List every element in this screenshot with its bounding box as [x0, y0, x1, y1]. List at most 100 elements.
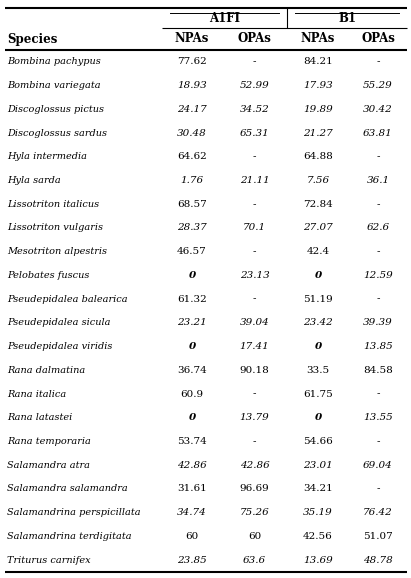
Text: Salamandrina perspicillata: Salamandrina perspicillata: [7, 508, 141, 517]
Text: 34.21: 34.21: [303, 484, 333, 494]
Text: 61.32: 61.32: [177, 295, 207, 303]
Text: Hyla sarda: Hyla sarda: [7, 176, 61, 185]
Text: -: -: [253, 200, 256, 209]
Text: 54.66: 54.66: [303, 437, 333, 446]
Text: Pelobates fuscus: Pelobates fuscus: [7, 271, 89, 280]
Text: Species: Species: [7, 32, 58, 46]
Text: 23.42: 23.42: [303, 318, 333, 327]
Text: 51.19: 51.19: [303, 295, 333, 303]
Text: 36.1: 36.1: [367, 176, 390, 185]
Text: NPAs: NPAs: [301, 32, 335, 46]
Text: 69.04: 69.04: [363, 461, 393, 470]
Text: 28.37: 28.37: [177, 224, 207, 232]
Text: Salamandrina terdigitata: Salamandrina terdigitata: [7, 532, 132, 541]
Text: Rana latastei: Rana latastei: [7, 413, 72, 423]
Text: 18.93: 18.93: [177, 81, 207, 90]
Text: -: -: [376, 247, 380, 256]
Text: 0: 0: [314, 342, 322, 351]
Text: -: -: [253, 437, 256, 446]
Text: 42.4: 42.4: [307, 247, 330, 256]
Text: Pseudepidalea sicula: Pseudepidalea sicula: [7, 318, 111, 327]
Text: Rana dalmatina: Rana dalmatina: [7, 366, 85, 375]
Text: 17.41: 17.41: [240, 342, 269, 351]
Text: 33.5: 33.5: [307, 366, 330, 375]
Text: 60.9: 60.9: [180, 390, 203, 399]
Text: 60: 60: [185, 532, 199, 541]
Text: Lissotriton vulgaris: Lissotriton vulgaris: [7, 224, 103, 232]
Text: 17.93: 17.93: [303, 81, 333, 90]
Text: 0: 0: [314, 413, 322, 423]
Text: 23.01: 23.01: [303, 461, 333, 470]
Text: 63.6: 63.6: [243, 555, 266, 565]
Text: Pseudepidalea balearica: Pseudepidalea balearica: [7, 295, 128, 303]
Text: 19.89: 19.89: [303, 105, 333, 114]
Text: Lissotriton italicus: Lissotriton italicus: [7, 200, 99, 209]
Text: 1.76: 1.76: [180, 176, 203, 185]
Text: 0: 0: [188, 342, 196, 351]
Text: 76.42: 76.42: [363, 508, 393, 517]
Text: 27.07: 27.07: [303, 224, 333, 232]
Text: 13.85: 13.85: [363, 342, 393, 351]
Text: 55.29: 55.29: [363, 81, 393, 90]
Text: Discoglossus sardus: Discoglossus sardus: [7, 128, 107, 138]
Text: 42.86: 42.86: [240, 461, 269, 470]
Text: 0: 0: [188, 413, 196, 423]
Text: 61.75: 61.75: [303, 390, 333, 399]
Text: -: -: [376, 152, 380, 161]
Text: 30.42: 30.42: [363, 105, 393, 114]
Text: 23.85: 23.85: [177, 555, 207, 565]
Text: 52.99: 52.99: [240, 81, 269, 90]
Text: -: -: [253, 390, 256, 399]
Text: 12.59: 12.59: [363, 271, 393, 280]
Text: 34.52: 34.52: [240, 105, 269, 114]
Text: Hyla intermedia: Hyla intermedia: [7, 152, 87, 161]
Text: 51.07: 51.07: [363, 532, 393, 541]
Text: 30.48: 30.48: [177, 128, 207, 138]
Text: -: -: [253, 247, 256, 256]
Text: Rana temporaria: Rana temporaria: [7, 437, 91, 446]
Text: -: -: [376, 484, 380, 494]
Text: 0: 0: [314, 271, 322, 280]
Text: 7.56: 7.56: [307, 176, 330, 185]
Text: B1: B1: [338, 12, 356, 24]
Text: 42.56: 42.56: [303, 532, 333, 541]
Text: Mesotriton alpestris: Mesotriton alpestris: [7, 247, 107, 256]
Text: 68.57: 68.57: [177, 200, 207, 209]
Text: Bombina pachypus: Bombina pachypus: [7, 57, 101, 66]
Text: 13.55: 13.55: [363, 413, 393, 423]
Text: 39.04: 39.04: [240, 318, 269, 327]
Text: 65.31: 65.31: [240, 128, 269, 138]
Text: 70.1: 70.1: [243, 224, 266, 232]
Text: 13.79: 13.79: [240, 413, 269, 423]
Text: -: -: [376, 57, 380, 66]
Text: 21.11: 21.11: [240, 176, 269, 185]
Text: 36.74: 36.74: [177, 366, 207, 375]
Text: 90.18: 90.18: [240, 366, 269, 375]
Text: Pseudepidalea viridis: Pseudepidalea viridis: [7, 342, 112, 351]
Text: 23.21: 23.21: [177, 318, 207, 327]
Text: 46.57: 46.57: [177, 247, 207, 256]
Text: Triturus carnifex: Triturus carnifex: [7, 555, 90, 565]
Text: OPAs: OPAs: [238, 32, 271, 46]
Text: 21.27: 21.27: [303, 128, 333, 138]
Text: -: -: [376, 437, 380, 446]
Text: Discoglossus pictus: Discoglossus pictus: [7, 105, 104, 114]
Text: OPAs: OPAs: [361, 32, 395, 46]
Text: 35.19: 35.19: [303, 508, 333, 517]
Text: 42.86: 42.86: [177, 461, 207, 470]
Text: 75.26: 75.26: [240, 508, 269, 517]
Text: -: -: [253, 152, 256, 161]
Text: -: -: [253, 57, 256, 66]
Text: 63.81: 63.81: [363, 128, 393, 138]
Text: 64.62: 64.62: [177, 152, 207, 161]
Text: Salamandra atra: Salamandra atra: [7, 461, 90, 470]
Text: 23.13: 23.13: [240, 271, 269, 280]
Text: Salamandra salamandra: Salamandra salamandra: [7, 484, 128, 494]
Text: -: -: [376, 295, 380, 303]
Text: 96.69: 96.69: [240, 484, 269, 494]
Text: Rana italica: Rana italica: [7, 390, 66, 399]
Text: A1FI: A1FI: [209, 12, 240, 24]
Text: 48.78: 48.78: [363, 555, 393, 565]
Text: 62.6: 62.6: [367, 224, 390, 232]
Text: 53.74: 53.74: [177, 437, 207, 446]
